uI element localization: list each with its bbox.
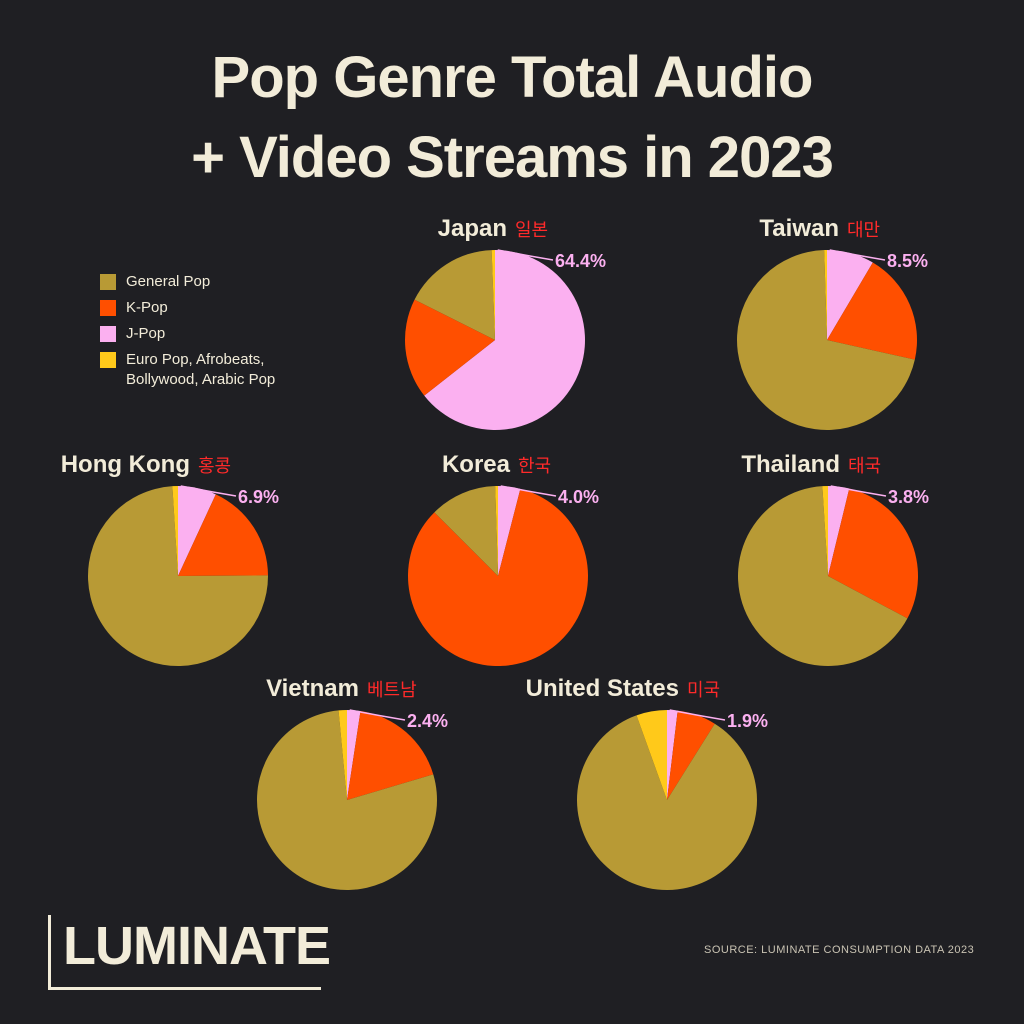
pie-title: Japan	[438, 215, 507, 242]
pie-slice	[88, 486, 268, 667]
pie-slice	[738, 486, 908, 666]
logo: LUMINATE	[48, 915, 331, 990]
pie-slice	[414, 250, 495, 340]
legend-label: K-Pop	[126, 299, 168, 316]
legend-label: General Pop	[126, 273, 211, 290]
pie-slice	[347, 711, 434, 800]
leader-line	[830, 485, 887, 497]
pie-slice	[737, 250, 915, 431]
pie-slice	[636, 710, 667, 800]
pie-slice	[408, 488, 588, 666]
pie-slice	[822, 486, 828, 576]
pie-slice	[405, 299, 495, 396]
source: SOURCE: LUMINATE CONSUMPTION DATA 2023	[704, 944, 975, 956]
leader-line	[497, 249, 554, 261]
pie-slice	[827, 250, 873, 340]
leader-line	[669, 709, 726, 721]
legend: General Pop K-Pop J-Pop Euro Pop, Afrobeats…	[100, 272, 310, 396]
pie-slice	[178, 486, 216, 576]
pie-subtitle: 한국	[518, 456, 551, 476]
pie-slice	[495, 486, 498, 576]
logo-text: LUMINATE	[63, 916, 331, 976]
legend-item: J-Pop	[100, 324, 310, 344]
pie-title: Hong Kong	[61, 451, 190, 478]
legend-label: Euro Pop, Afrobeats, Bollywood, Arabic P…	[126, 351, 276, 388]
pie-slice	[828, 488, 918, 619]
value-label: 2.4%	[407, 711, 448, 731]
value-label: 3.8%	[888, 487, 929, 507]
title: Pop Genre Total Audio + Video Streams in…	[191, 45, 834, 190]
pie-slice	[828, 486, 850, 576]
value-label: 6.9%	[238, 487, 279, 507]
legend-label: J-Pop	[126, 325, 166, 342]
pie-slice	[434, 486, 498, 576]
legend-item: K-Pop	[100, 298, 310, 318]
legend-item: General Pop	[100, 272, 310, 292]
pie-subtitle: 베트남	[367, 680, 417, 700]
pie-slice	[824, 250, 827, 340]
pie-subtitle: 홍콩	[198, 456, 231, 476]
legend-swatch	[100, 326, 116, 342]
pie-subtitle: 일본	[515, 220, 548, 240]
legend-swatch	[100, 300, 116, 316]
pie-slice	[172, 486, 178, 576]
leader-line	[180, 485, 237, 497]
value-label: 64.4%	[555, 251, 606, 271]
pie-title: Korea	[442, 451, 511, 478]
pie-title: Taiwan	[759, 215, 839, 242]
pie-slice	[491, 250, 495, 340]
legend-item: Euro Pop, Afrobeats, Bollywood, Arabic P…	[100, 350, 310, 390]
leader-line	[500, 485, 557, 497]
legend-swatch	[100, 352, 116, 368]
pie-slice	[498, 486, 521, 576]
pie-slice	[424, 250, 585, 430]
leader-line	[349, 709, 406, 721]
pie-title: United States	[526, 675, 679, 702]
pie-slice	[178, 494, 268, 576]
pie-slice	[667, 710, 678, 800]
pie-subtitle: 태국	[848, 456, 881, 476]
value-label: 4.0%	[558, 487, 599, 507]
leader-line	[829, 249, 886, 261]
value-label: 1.9%	[727, 711, 768, 731]
pie-slice	[667, 710, 715, 800]
pie-title: Vietnam	[266, 675, 359, 702]
pie-slice	[827, 262, 917, 360]
pie-slice	[257, 710, 438, 891]
value-label: 8.5%	[887, 251, 928, 271]
pie-subtitle: 미국	[687, 680, 720, 700]
pie-subtitle: 대만	[847, 220, 880, 240]
pie-title: Thailand	[741, 451, 840, 478]
legend-swatch	[100, 274, 116, 290]
pie-slice	[338, 710, 347, 800]
pie-slice	[347, 710, 361, 800]
pie-slice	[577, 715, 758, 891]
